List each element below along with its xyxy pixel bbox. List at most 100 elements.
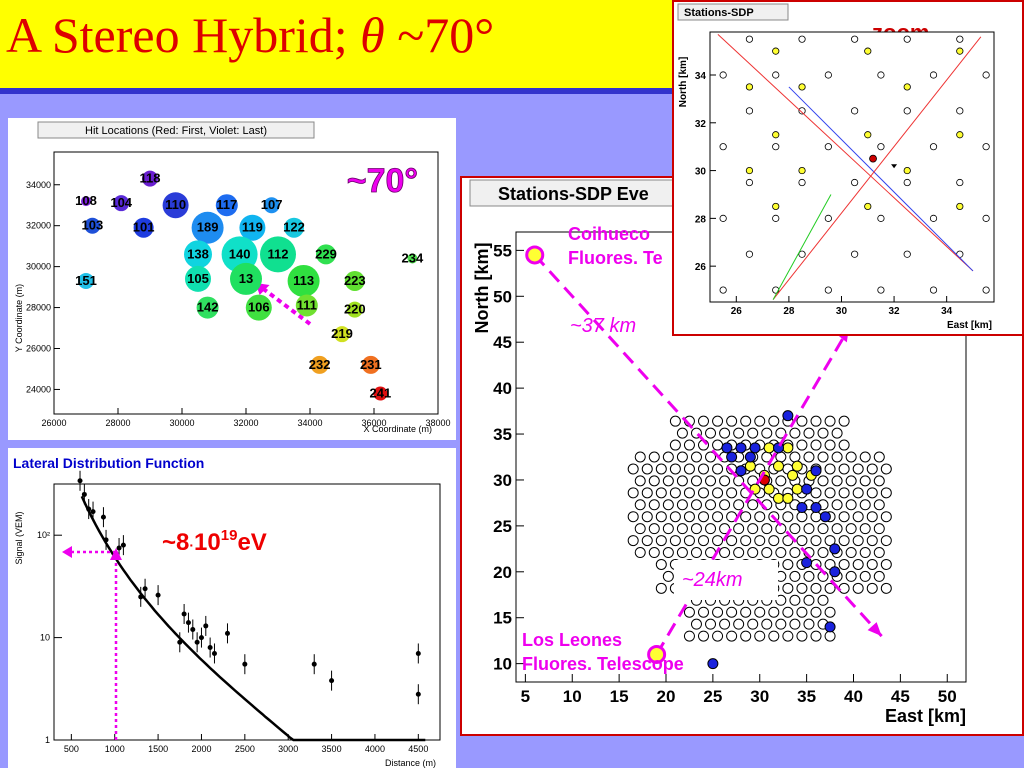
sdp-station-active	[796, 502, 808, 514]
ldf-data-point	[311, 661, 317, 667]
hit-station-marker	[310, 355, 329, 374]
ldf-x-tick-label: 1000	[105, 744, 125, 754]
ldf-x-tick-label: 2000	[191, 744, 211, 754]
sdp-station	[782, 606, 794, 618]
ldf-data-point	[120, 542, 126, 548]
sdp-station-active	[782, 410, 794, 422]
sdp-station	[669, 535, 681, 547]
zoom-x-tick-label: 34	[941, 306, 953, 317]
hit-x-axis-label: X Coordinate (m)	[363, 424, 432, 434]
sdp-station	[768, 606, 780, 618]
zoom-station	[851, 178, 859, 187]
hit-station-marker	[162, 192, 189, 219]
sdp-y-tick-label: 20	[493, 563, 512, 582]
sdp-station	[648, 547, 660, 559]
hit-station-label: 106	[248, 300, 270, 315]
sdp-station-active	[829, 543, 841, 555]
sdp-station	[824, 439, 836, 451]
sdp-station	[705, 618, 717, 630]
hit-station-marker	[334, 326, 350, 343]
hit-station-marker	[81, 196, 91, 207]
zoom-x-tick-label: 32	[889, 306, 901, 317]
sdp-station	[866, 535, 878, 547]
sdp-station	[733, 427, 745, 439]
sdp-station	[676, 523, 688, 535]
sdp-station	[648, 499, 660, 511]
sdp-station	[683, 630, 695, 642]
sdp-station	[831, 427, 843, 439]
sdp-station	[810, 535, 822, 547]
sdp-station	[719, 618, 731, 630]
sdp-station-active	[819, 511, 831, 523]
sdp-station	[683, 463, 695, 475]
sdp-station	[845, 475, 857, 487]
sdp-station	[831, 475, 843, 487]
zoom-station	[824, 286, 832, 294]
sdp-station	[845, 523, 857, 535]
sdp-station	[705, 499, 717, 511]
sdp-y-tick-label: 40	[493, 379, 512, 398]
sdp-x-tick-label: 20	[657, 687, 676, 706]
ldf-x-tick-label: 3500	[322, 744, 342, 754]
title-bar	[0, 0, 672, 88]
sdp-x-tick-label: 5	[521, 687, 530, 706]
zoom-y-tick-label: 30	[695, 167, 707, 178]
sdp-station	[859, 451, 871, 463]
sdp-station	[648, 451, 660, 463]
sdp-station	[866, 582, 878, 594]
zoom-station-triggered	[956, 47, 964, 55]
sdp-station-active	[829, 566, 841, 578]
zoom-station	[772, 71, 780, 79]
sdp-station	[852, 487, 864, 499]
sdp-station	[669, 487, 681, 499]
zoom-y-tick-label: 32	[695, 119, 707, 130]
sdp-station	[676, 427, 688, 439]
zoom-station-triggered	[772, 202, 780, 211]
hit-station-label: 122	[283, 220, 305, 235]
sdp-station-active	[721, 442, 733, 454]
sdp-station	[789, 547, 801, 559]
ldf-x-tick-label: 1500	[148, 744, 168, 754]
sdp-x-tick-label: 15	[610, 687, 629, 706]
sdp-station-triggered	[787, 469, 799, 481]
sdp-station	[683, 606, 695, 618]
zoom-station	[745, 178, 754, 187]
zoom-station-triggered	[745, 83, 754, 91]
sdp-station	[859, 523, 871, 535]
zoom-station	[824, 143, 832, 151]
hit-station-label: 105	[187, 271, 209, 286]
zoom-station	[903, 250, 911, 258]
sdp-station	[866, 463, 878, 475]
sdp-station	[810, 511, 822, 523]
coihueco-telescope-marker	[525, 245, 545, 265]
sdp-station	[873, 499, 885, 511]
sdp-station	[838, 558, 850, 570]
sdp-station	[775, 451, 787, 463]
hit-station-label: 13	[239, 271, 253, 286]
sdp-station	[733, 499, 745, 511]
leones-telescope-marker	[647, 644, 667, 664]
sdp-station	[655, 582, 667, 594]
sdp-station	[873, 570, 885, 582]
zoom-station	[772, 143, 780, 151]
sdp-station	[740, 535, 752, 547]
sdp-station	[880, 582, 892, 594]
sdp-station	[655, 535, 667, 547]
sdp-station	[852, 582, 864, 594]
zoom-y-tick-label: 26	[695, 262, 707, 273]
ldf-y-axis-label: Signal (VEM)	[14, 511, 24, 564]
ldf-arrow-up-icon	[110, 548, 122, 560]
sdp-station	[747, 523, 759, 535]
sdp-station	[852, 558, 864, 570]
sdp-station	[796, 511, 808, 523]
sdp-y-tick-label: 30	[493, 471, 512, 490]
sdp-station	[775, 594, 787, 606]
hit-x-tick-label: 26000	[41, 418, 66, 428]
hit-y-tick-label: 30000	[26, 262, 51, 272]
zoom-station-triggered	[798, 166, 806, 175]
zoom-station	[929, 143, 938, 151]
sdp-station	[824, 535, 836, 547]
sdp-x-tick-label: 10	[563, 687, 582, 706]
ldf-x-tick-label: 500	[64, 744, 79, 754]
sdp-station	[662, 451, 674, 463]
